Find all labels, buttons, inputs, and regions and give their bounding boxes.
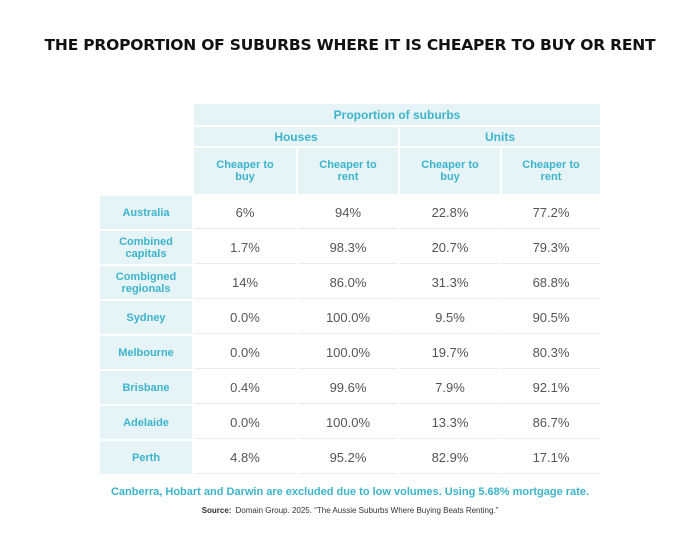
data-table: Proportion of suburbs Houses Units Cheap… (98, 102, 602, 476)
table-cell: 95.2% (298, 441, 398, 474)
table-cell: 20.7% (400, 231, 500, 264)
table-cell: 86.7% (502, 406, 600, 439)
subgroup-header-houses: Houses (194, 127, 398, 146)
column-header-label: Cheaper to rent (319, 159, 377, 183)
table-row: Perth 4.8% 95.2% 82.9% 17.1% (100, 441, 600, 474)
table-row: Australia 6% 94% 22.8% 77.2% (100, 196, 600, 229)
column-header: Cheaper to rent (298, 148, 398, 194)
row-label: Melbourne (100, 336, 192, 369)
table-cell: 0.0% (194, 406, 296, 439)
table-cell: 92.1% (502, 371, 600, 404)
table-cell: 0.0% (194, 336, 296, 369)
table-corner (100, 104, 192, 125)
table-cell: 6% (194, 196, 296, 229)
row-label-text: Combined capitals (119, 235, 173, 260)
source-text: Domain Group. 2025. “The Aussie Suburbs … (235, 506, 499, 515)
source-citation: Source: Domain Group. 2025. “The Aussie S… (0, 506, 700, 515)
row-label: Adelaide (100, 406, 192, 439)
row-label: Combigned regionals (100, 266, 192, 299)
table-cell: 100.0% (298, 406, 398, 439)
row-label: Sydney (100, 301, 192, 334)
column-header: Cheaper to buy (400, 148, 500, 194)
page-title: THE PROPORTION OF SUBURBS WHERE IT IS CH… (44, 36, 656, 54)
table-row: Combigned regionals 14% 86.0% 31.3% 68.8… (100, 266, 600, 299)
table-cell: 14% (194, 266, 296, 299)
table-corner (100, 148, 192, 194)
table-cell: 79.3% (502, 231, 600, 264)
row-label: Australia (100, 196, 192, 229)
column-header-label: Cheaper to rent (522, 159, 580, 183)
table-cell: 77.2% (502, 196, 600, 229)
footnote: Canberra, Hobart and Darwin are excluded… (110, 486, 589, 498)
table-cell: 99.6% (298, 371, 398, 404)
table-cell: 80.3% (502, 336, 600, 369)
table-cell: 22.8% (400, 196, 500, 229)
table-row: Adelaide 0.0% 100.0% 13.3% 86.7% (100, 406, 600, 439)
column-header: Cheaper to buy (194, 148, 296, 194)
table-cell: 100.0% (298, 301, 398, 334)
table-cell: 86.0% (298, 266, 398, 299)
table-cell: 68.8% (502, 266, 600, 299)
table-row: Sydney 0.0% 100.0% 9.5% 90.5% (100, 301, 600, 334)
table-cell: 19.7% (400, 336, 500, 369)
subgroup-header-units: Units (400, 127, 600, 146)
table-cell: 9.5% (400, 301, 500, 334)
row-label: Brisbane (100, 371, 192, 404)
table-cell: 31.3% (400, 266, 500, 299)
column-header-label: Cheaper to buy (216, 159, 274, 183)
table-cell: 90.5% (502, 301, 600, 334)
table-cell: 13.3% (400, 406, 500, 439)
table-cell: 100.0% (298, 336, 398, 369)
table-corner (100, 127, 192, 146)
row-label: Combined capitals (100, 231, 192, 264)
table-cell: 0.0% (194, 301, 296, 334)
column-header-label: Cheaper to buy (421, 159, 479, 183)
table-cell: 17.1% (502, 441, 600, 474)
group-header: Proportion of suburbs (194, 104, 600, 125)
source-label: Source: (201, 506, 232, 515)
row-label: Perth (100, 441, 192, 474)
table-row: Melbourne 0.0% 100.0% 19.7% 80.3% (100, 336, 600, 369)
table-cell: 4.8% (194, 441, 296, 474)
table-cell: 98.3% (298, 231, 398, 264)
table-cell: 94% (298, 196, 398, 229)
table-cell: 1.7% (194, 231, 296, 264)
table-cell: 82.9% (400, 441, 500, 474)
row-label-text: Combigned regionals (115, 270, 177, 295)
table-row: Combined capitals 1.7% 98.3% 20.7% 79.3% (100, 231, 600, 264)
table-row: Brisbane 0.4% 99.6% 7.9% 92.1% (100, 371, 600, 404)
table-cell: 0.4% (194, 371, 296, 404)
table-cell: 7.9% (400, 371, 500, 404)
column-header: Cheaper to rent (502, 148, 600, 194)
